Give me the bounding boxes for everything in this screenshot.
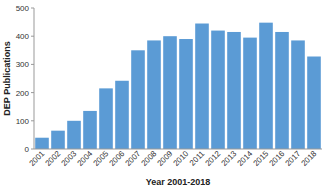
x-tick-label: 2011 — [188, 149, 207, 168]
y-tick — [31, 64, 34, 65]
x-tick-label: 2015 — [251, 149, 270, 168]
bar — [243, 38, 257, 149]
x-tick-label: 2001 — [27, 149, 46, 168]
bar — [131, 50, 145, 149]
x-tick-label: 2018 — [299, 149, 318, 168]
chart-container: 0 100 200 300 400 500 200120022003200420052006… — [0, 0, 328, 189]
x-axis-label: Year 2001-2018 — [146, 177, 211, 187]
x-tick-label: 2003 — [59, 149, 78, 168]
x-tick-label: 2004 — [75, 149, 94, 168]
y-tick — [31, 92, 34, 93]
bar — [195, 24, 209, 149]
x-tick-label: 2007 — [123, 149, 142, 168]
bar — [147, 40, 161, 149]
bar — [275, 32, 289, 149]
bar — [83, 111, 97, 149]
y-axis-label: DEP Publications — [2, 41, 12, 115]
bar — [291, 40, 305, 149]
bars — [35, 23, 321, 149]
y-tick-label: 100 — [16, 117, 30, 126]
bar — [99, 88, 113, 149]
y-tick-label: 200 — [16, 89, 30, 98]
bar — [211, 31, 225, 149]
x-tick-label: 2005 — [91, 149, 110, 168]
y-tick-label: 0 — [25, 145, 30, 154]
bar — [259, 23, 273, 149]
x-tick-label: 2016 — [267, 149, 286, 168]
y-tick — [31, 8, 34, 9]
y-tick — [31, 36, 34, 37]
y-tick — [31, 149, 34, 150]
x-tick-label: 2009 — [155, 149, 174, 168]
bar — [163, 36, 177, 149]
x-tick-label: 2002 — [43, 149, 62, 168]
x-tick-label: 2013 — [219, 149, 238, 168]
y-axis-line — [34, 8, 35, 149]
x-tick-label: 2012 — [203, 149, 222, 168]
chart: 0 100 200 300 400 500 200120022003200420052006… — [0, 0, 328, 189]
x-tick-label: 2008 — [139, 149, 158, 168]
bar — [115, 81, 129, 149]
bar — [307, 57, 321, 149]
x-tick-label: 2010 — [171, 149, 190, 168]
y-tick-label: 300 — [16, 60, 30, 69]
y-tick-label: 400 — [16, 32, 30, 41]
y-tick — [31, 120, 34, 121]
y-tick-label: 500 — [16, 4, 30, 13]
x-tick-label: 2014 — [235, 149, 254, 168]
x-tick-label: 2017 — [283, 149, 302, 168]
bar — [227, 32, 241, 149]
bar — [35, 138, 49, 149]
bar — [51, 131, 65, 149]
x-tick-label: 2006 — [107, 149, 126, 168]
bar — [179, 39, 193, 149]
bar — [67, 121, 81, 149]
